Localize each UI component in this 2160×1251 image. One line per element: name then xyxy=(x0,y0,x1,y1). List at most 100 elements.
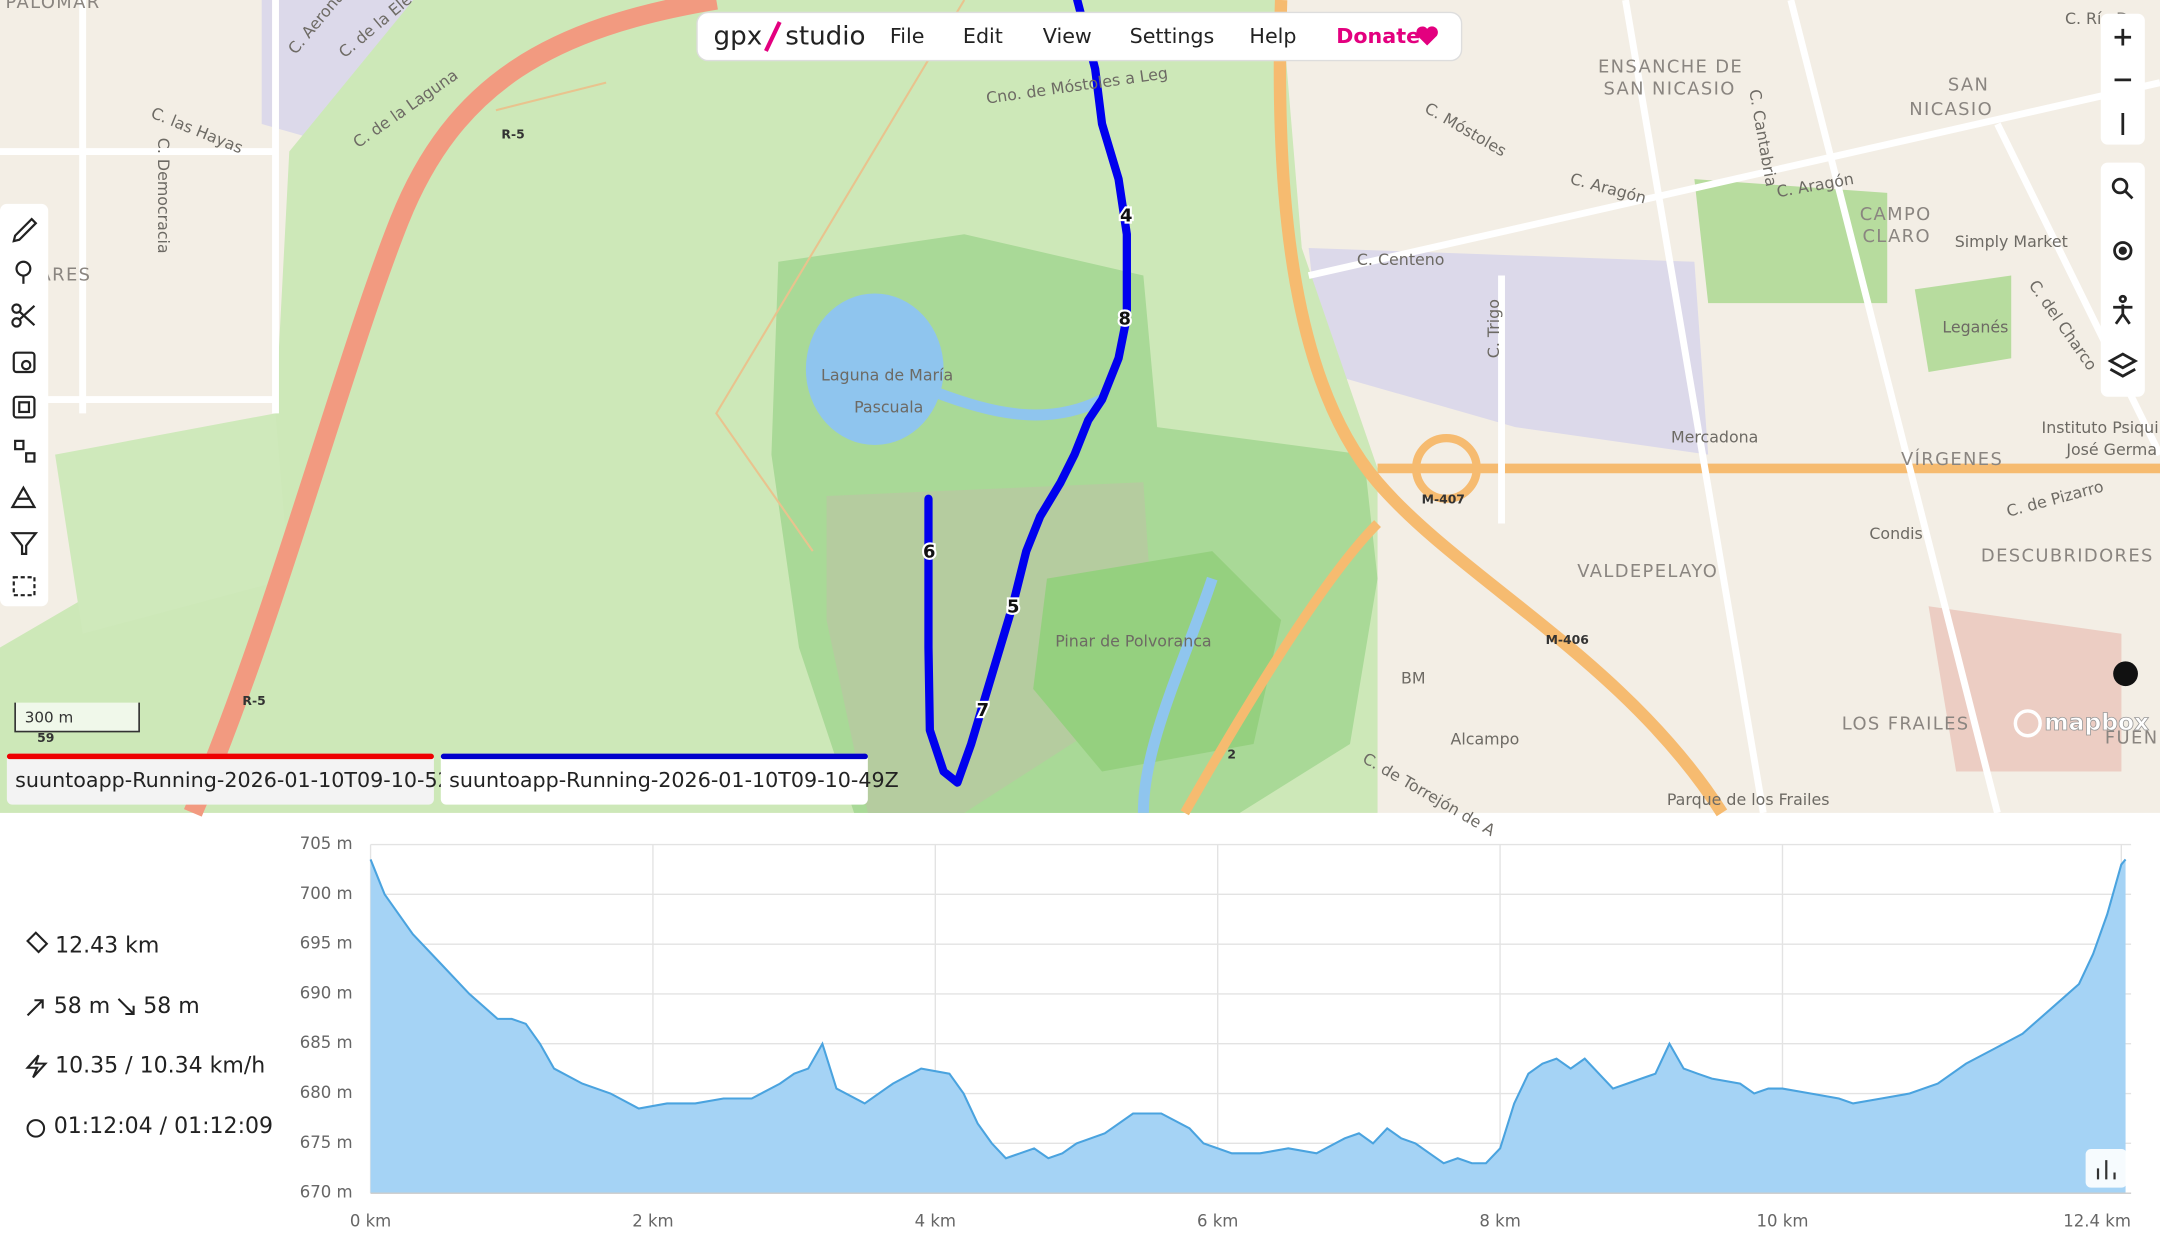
path xyxy=(495,0,966,552)
map-label: ENSANCHE DE xyxy=(1598,57,1743,78)
map-label: M-407 xyxy=(1422,492,1465,507)
map-label: 2 xyxy=(1227,747,1236,762)
stream xyxy=(934,387,1218,813)
duration: 01:12:04 / 01:12:09 xyxy=(54,1114,273,1139)
y-tick-label: 670 m xyxy=(300,1183,353,1202)
map-label: Instituto Psiqui xyxy=(2042,418,2159,437)
menu-bar: gpx studio File Edit View Settings Help Dona… xyxy=(696,11,1463,62)
hospital-area xyxy=(1928,606,2122,772)
map-label: R-5 xyxy=(242,693,265,708)
tab[interactable] xyxy=(6,753,434,805)
map-label: ARES xyxy=(39,265,92,286)
tab-color xyxy=(440,753,868,760)
main-road xyxy=(1180,463,2160,816)
park xyxy=(1694,179,1888,304)
map-label: Pascuala xyxy=(854,397,923,416)
map-label: Parque de los Frailes xyxy=(1667,790,1830,809)
elevation-area xyxy=(370,859,2126,1194)
donate[interactable]: Donate xyxy=(1336,24,1420,48)
y-tick-label: 685 m xyxy=(300,1033,353,1052)
distance: 12.43 km xyxy=(55,934,159,959)
forest xyxy=(1033,551,1282,772)
descent: 58 m xyxy=(143,994,199,1019)
y-tick-label: 675 m xyxy=(300,1133,353,1152)
scale-label: 300 m xyxy=(25,708,73,726)
y-tick-label: 680 m xyxy=(300,1083,353,1102)
menu-item[interactable]: Help xyxy=(1249,24,1296,48)
map-label: Alcampo xyxy=(1451,729,1520,748)
x-tick-label: 0 km xyxy=(350,1212,391,1231)
menu-background xyxy=(696,11,1463,62)
logo[interactable]: gpx xyxy=(714,22,763,52)
ascent-icon xyxy=(26,999,44,1017)
map-label: LOS FRAILES xyxy=(1842,714,1970,735)
distance-icon xyxy=(26,931,49,954)
statistics xyxy=(25,931,135,1138)
map-label: BM xyxy=(1401,669,1426,688)
tab[interactable] xyxy=(440,753,868,805)
map-label: PALOMAR xyxy=(6,0,101,13)
tab-label[interactable]: suuntoapp-Running-2026-01-10T09-10-52Z xyxy=(15,768,465,792)
y-tick-label: 700 m xyxy=(300,884,353,903)
x-tick-label: 6 km xyxy=(1197,1212,1238,1231)
x-tick-label: 10 km xyxy=(1757,1212,1809,1231)
logo-suffix[interactable]: studio xyxy=(785,22,865,52)
logo-mark xyxy=(764,21,782,52)
map-label: M-406 xyxy=(1546,632,1589,647)
map-label: Pinar de Polvoranca xyxy=(1055,632,1211,651)
map-label: R-5 xyxy=(501,127,524,142)
file-tabs: suuntoapp-Running-2026-01-10T09-10-52Z s… xyxy=(6,753,899,805)
map-label: Leganés xyxy=(1942,317,2008,336)
park xyxy=(55,413,290,634)
map-label: CAMPO xyxy=(1860,204,1932,225)
map-label: VALDEPELAYO xyxy=(1577,561,1718,582)
x-tick-label: 4 km xyxy=(915,1212,956,1231)
speed: 10.35 / 10.34 km/h xyxy=(55,1053,265,1078)
x-tick-label: 12.4 km xyxy=(2063,1212,2131,1231)
map-label: Mercadona xyxy=(1671,428,1758,447)
highway xyxy=(183,0,718,817)
descent-icon xyxy=(117,998,135,1016)
menu-item[interactable]: Settings xyxy=(1130,24,1215,48)
attribution[interactable]: mapbox xyxy=(2044,707,2150,736)
map-label: Laguna de María xyxy=(821,366,953,385)
route-markers: 4 8 6 5 7 xyxy=(921,203,1135,723)
map-label: C. Democracia xyxy=(154,138,173,254)
menu-items: File Edit View Settings Help xyxy=(890,24,1297,48)
km-marker: 5 xyxy=(1007,597,1019,618)
map-label: Condis xyxy=(1869,524,1922,543)
scale-bar xyxy=(14,702,140,733)
km-marker: 4 xyxy=(1120,205,1132,226)
menu-item[interactable]: Edit xyxy=(963,24,1003,48)
ascent: 58 m xyxy=(54,994,110,1019)
map-label: Simply Market xyxy=(1955,232,2068,251)
km-marker: 6 xyxy=(923,541,935,562)
map-label: SAN NICASIO xyxy=(1603,79,1735,100)
toolbar-background xyxy=(0,203,49,607)
y-tick-label: 695 m xyxy=(300,934,353,953)
menu-item[interactable]: View xyxy=(1043,24,1092,48)
tab-label[interactable]: suuntoapp-Running-2026-01-10T09-10-49Z xyxy=(449,768,899,792)
x-tick-label: 2 km xyxy=(632,1212,673,1231)
street xyxy=(0,0,2160,813)
lake xyxy=(805,293,944,446)
menu-item[interactable]: File xyxy=(890,24,925,48)
heart-icon xyxy=(1416,26,1438,46)
toolbar-icons[interactable] xyxy=(10,217,39,597)
route[interactable] xyxy=(924,0,1131,787)
map-label: C. Trigo xyxy=(1484,299,1503,358)
map-label: 59 xyxy=(37,730,54,745)
mapbox-logo xyxy=(2013,709,2042,738)
km-marker: 8 xyxy=(1119,309,1131,330)
elevation-chart[interactable]: 670 m 675 m 680 m 685 m 690 m 695 m 700 m 705 m… xyxy=(300,834,2132,1231)
map-controls[interactable] xyxy=(2100,13,2145,687)
elevation-line xyxy=(369,858,2127,1165)
x-tick-label: 8 km xyxy=(1479,1212,1520,1231)
park xyxy=(1914,275,2012,372)
map-label: José Germa xyxy=(2065,440,2157,459)
map-label: NICASIO xyxy=(1909,99,1993,120)
map-label: VÍRGENES xyxy=(1901,448,2003,470)
